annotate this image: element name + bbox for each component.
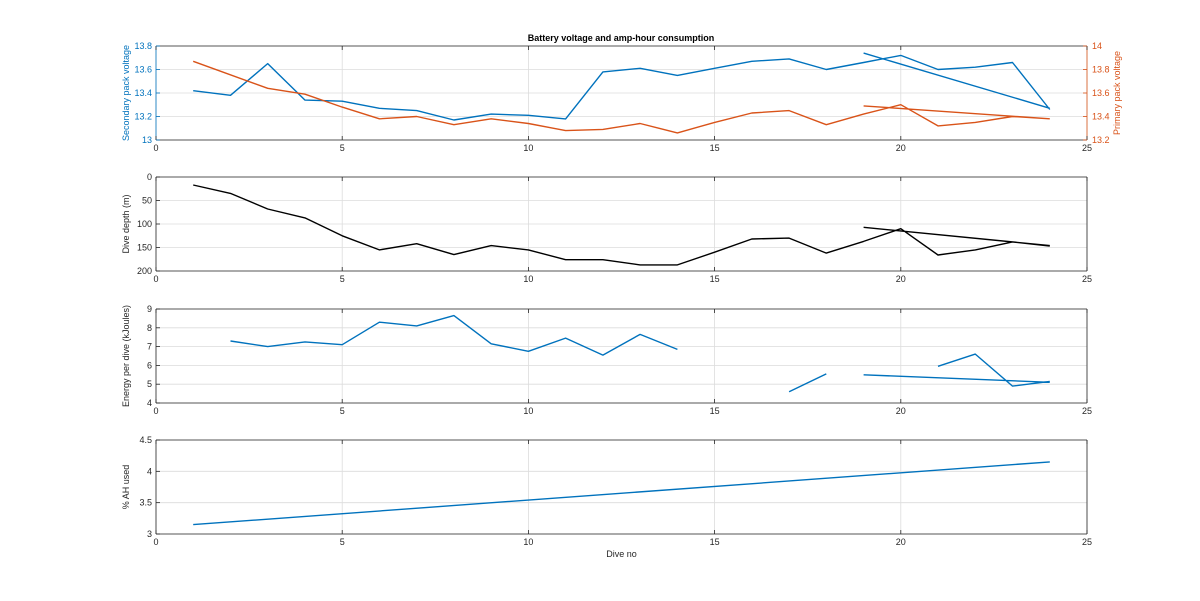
y-axis-label: Secondary pack voltage bbox=[121, 45, 131, 141]
x-tick-label: 15 bbox=[710, 143, 720, 153]
y-tick-label-right: 13.6 bbox=[1092, 88, 1110, 98]
subplot-1: 0 5 10 15 20 25 13 13.2 13.4 13.6 13.8 13.2 13.4 13.6… bbox=[121, 41, 1122, 153]
y-tick-label: 3.5 bbox=[139, 498, 152, 508]
subplot-4: 0 5 10 15 20 25 3 3.5 4 4.5 % AH used Dive no bbox=[121, 435, 1092, 559]
x-tick-label: 10 bbox=[523, 537, 533, 547]
x-tick-label: 5 bbox=[340, 406, 345, 416]
y-axis-label: % AH used bbox=[121, 465, 131, 510]
y-tick-label: 5 bbox=[147, 379, 152, 389]
subplot-3: 0 5 10 15 20 25 4 5 6 7 8 9 Energy per dive (kJoules… bbox=[121, 304, 1092, 416]
x-tick-label: 25 bbox=[1082, 274, 1092, 284]
y-tick-label: 150 bbox=[137, 243, 152, 253]
figure-title: Battery voltage and amp-hour consumption bbox=[528, 33, 715, 43]
x-tick-label: 15 bbox=[710, 537, 720, 547]
x-tick-label: 20 bbox=[896, 406, 906, 416]
series-line-1 bbox=[193, 184, 1050, 266]
x-tick-label: 0 bbox=[153, 143, 158, 153]
x-tick-label: 25 bbox=[1082, 537, 1092, 547]
plot-area bbox=[156, 309, 1087, 403]
y-tick-label: 13 bbox=[142, 135, 152, 145]
x-tick-label: 10 bbox=[523, 274, 533, 284]
x-tick-label: 20 bbox=[896, 274, 906, 284]
subplot-2: 0 5 10 15 20 25 0 50 100 150 200 Dive depth (m) bbox=[121, 172, 1092, 284]
x-tick-label: 10 bbox=[523, 406, 533, 416]
y-axis-label: Energy per dive (kJoules) bbox=[121, 305, 131, 407]
y-tick-label-right: 13.8 bbox=[1092, 65, 1110, 75]
y-tick-label: 13.2 bbox=[134, 112, 152, 122]
x-axis-label: Dive no bbox=[606, 549, 637, 559]
subplots: 0 5 10 15 20 25 13 13.2 13.4 13.6 13.8 13.2 13.4 13.6… bbox=[121, 41, 1122, 559]
y-tick-label: 13.8 bbox=[134, 41, 152, 51]
series-line-1 bbox=[193, 52, 1051, 121]
x-tick-label: 10 bbox=[523, 143, 533, 153]
x-tick-label: 5 bbox=[340, 537, 345, 547]
x-tick-label: 15 bbox=[710, 406, 720, 416]
y-tick-label: 200 bbox=[137, 266, 152, 276]
y-tick-label-right: 14 bbox=[1092, 41, 1102, 51]
x-tick-label: 5 bbox=[340, 143, 345, 153]
series-line-2 bbox=[192, 60, 1050, 134]
plot-area bbox=[156, 440, 1087, 534]
y-tick-label: 100 bbox=[137, 219, 152, 229]
y-tick-label-right: 13.2 bbox=[1092, 135, 1110, 145]
y-axis-label-right: Primary pack voltage bbox=[1112, 51, 1122, 135]
x-tick-label: 25 bbox=[1082, 406, 1092, 416]
y-tick-label: 0 bbox=[147, 172, 152, 182]
x-tick-label: 20 bbox=[896, 537, 906, 547]
x-tick-label: 0 bbox=[153, 406, 158, 416]
y-tick-label: 4 bbox=[147, 466, 152, 476]
y-tick-label-right: 13.4 bbox=[1092, 112, 1110, 122]
y-tick-label: 50 bbox=[142, 196, 152, 206]
y-tick-label: 13.6 bbox=[134, 65, 152, 75]
series-line-1 bbox=[193, 461, 1050, 526]
y-tick-label: 4 bbox=[147, 398, 152, 408]
y-tick-label: 8 bbox=[147, 323, 152, 333]
y-tick-label: 6 bbox=[147, 360, 152, 370]
y-axis-label: Dive depth (m) bbox=[121, 194, 131, 253]
x-tick-label: 0 bbox=[153, 537, 158, 547]
y-tick-label: 7 bbox=[147, 342, 152, 352]
x-tick-label: 20 bbox=[896, 143, 906, 153]
x-tick-label: 25 bbox=[1082, 143, 1092, 153]
x-tick-label: 0 bbox=[153, 274, 158, 284]
series-line-1 bbox=[230, 314, 1050, 393]
x-tick-label: 15 bbox=[710, 274, 720, 284]
x-tick-label: 5 bbox=[340, 274, 345, 284]
y-tick-label: 4.5 bbox=[139, 435, 152, 445]
y-tick-label: 3 bbox=[147, 529, 152, 539]
y-tick-label: 13.4 bbox=[134, 88, 152, 98]
y-tick-label: 9 bbox=[147, 304, 152, 314]
